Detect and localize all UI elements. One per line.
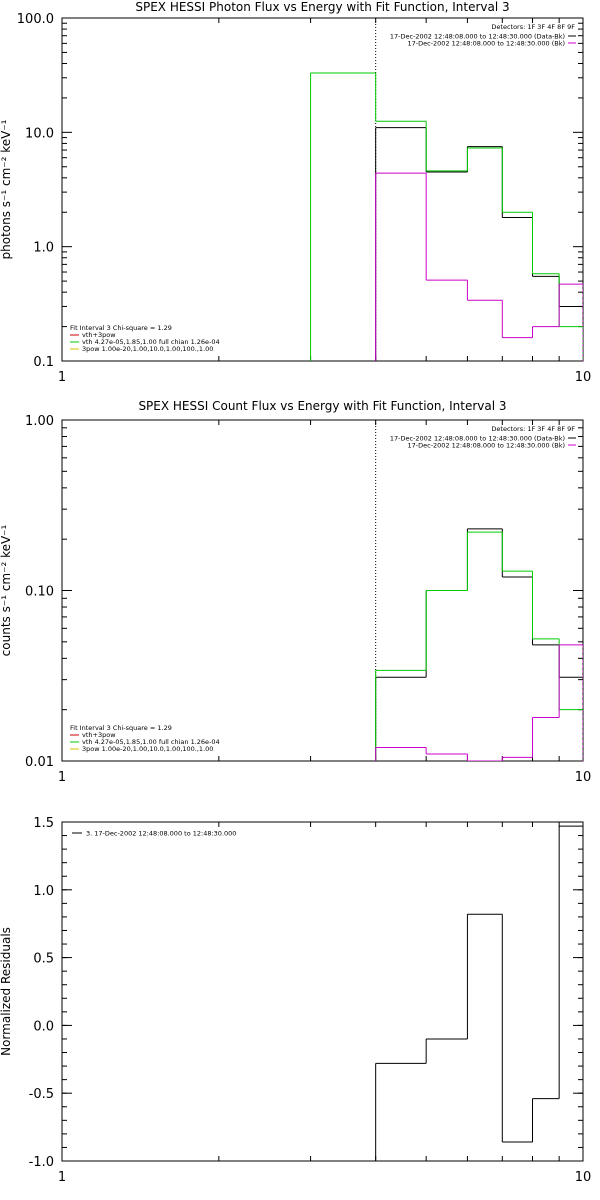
series-1 xyxy=(375,825,583,1161)
y-tick-label: 1.5 xyxy=(33,816,54,831)
fit-legend-header: Fit Interval 3 Chi-square = 1.29 xyxy=(70,324,172,332)
data-series-group xyxy=(375,528,583,761)
x-tick-label: 10 xyxy=(575,770,592,785)
y-tick-label: 1.0 xyxy=(33,884,54,899)
fit-legend-entry: vth+3pow xyxy=(82,731,116,739)
y-tick-label: 0.5 xyxy=(33,952,54,967)
axis-frame xyxy=(61,419,584,762)
fit-legend-header: Fit Interval 3 Chi-square = 1.29 xyxy=(70,724,172,732)
legend-header: Detectors: 1F 3F 4F 8F 9F xyxy=(491,23,575,31)
data-series-group xyxy=(310,72,583,361)
x-tick-label: 10 xyxy=(575,1170,592,1185)
fit-legend-entry: vth+3pow xyxy=(82,331,116,339)
fit-legend-entry: vth 4.27e-05,1.85,1.00 full chian 1.26e-… xyxy=(82,738,220,746)
chart-title: SPEX HESSI Photon Flux vs Energy with Fi… xyxy=(135,0,509,14)
legend-entry: 3. 17-Dec-2002 12:48:08.000 to 12:48:30.… xyxy=(86,830,236,838)
chart-panel-3: Normalized Residuals 1 10 -1.0 -0.5 0.0 0.5 1.0… xyxy=(0,816,591,1185)
x-tick-label: 1 xyxy=(58,1170,66,1185)
y-tick-label: 0.1 xyxy=(33,355,54,370)
series-2 xyxy=(310,72,583,361)
y-tick-label: 10.0 xyxy=(25,126,54,141)
series-1 xyxy=(375,528,583,761)
legend-header: Detectors: 1F 3F 4F 8F 9F xyxy=(491,425,575,433)
y-axis-label: photons s⁻¹ cm⁻² keV⁻¹ xyxy=(0,119,13,259)
data-series-group xyxy=(375,825,583,1161)
legend-entry: 17-Dec-2002 12:48:08.000 to 12:48:30.000… xyxy=(390,435,565,443)
y-tick-label: 100.0 xyxy=(17,12,54,27)
chart-title: SPEX HESSI Count Flux vs Energy with Fit… xyxy=(138,399,506,413)
y-tick-label: -1.0 xyxy=(29,1155,54,1170)
legend-entry: 17-Dec-2002 12:48:08.000 to 12:48:30.000… xyxy=(408,40,566,48)
legend-entry: 17-Dec-2002 12:48:08.000 to 12:48:30.000… xyxy=(390,33,565,41)
x-tick-label: 1 xyxy=(58,770,66,785)
y-tick-label: 0.0 xyxy=(33,1019,54,1034)
y-tick-label: 1.00 xyxy=(25,414,54,429)
y-tick-label: 0.01 xyxy=(25,755,54,770)
y-tick-label: 1.0 xyxy=(33,241,54,256)
y-tick-label: 0.10 xyxy=(25,585,54,600)
fit-legend-entry: 3pow 1.00e-20,1.00,10.0,1.00,100.,1.00 xyxy=(82,345,213,353)
chart-panel-2: SPEX HESSI Count Flux vs Energy with Fit… xyxy=(0,399,591,785)
axis-frame xyxy=(61,821,584,1162)
legend-entry: 17-Dec-2002 12:48:08.000 to 12:48:30.000… xyxy=(408,442,566,450)
y-tick-label: -0.5 xyxy=(29,1087,54,1102)
y-axis-label: counts s⁻¹ cm⁻² keV⁻¹ xyxy=(0,524,13,656)
series-2 xyxy=(375,531,583,761)
series-3 xyxy=(375,644,583,761)
fit-legend-entry: 3pow 1.00e-20,1.00,10.0,1.00,100.,1.00 xyxy=(82,745,213,753)
x-tick-label: 1 xyxy=(58,370,66,385)
chart-panel-1: SPEX HESSI Photon Flux vs Energy with Fi… xyxy=(0,0,591,385)
fit-legend-entry: vth 4.27e-05,1.85,1.00 full chian 1.26e-… xyxy=(82,338,220,346)
series-1 xyxy=(375,127,583,361)
series-3 xyxy=(375,172,583,361)
axis-frame xyxy=(61,17,584,362)
x-tick-label: 10 xyxy=(575,370,592,385)
y-axis-label: Normalized Residuals xyxy=(0,927,13,1056)
